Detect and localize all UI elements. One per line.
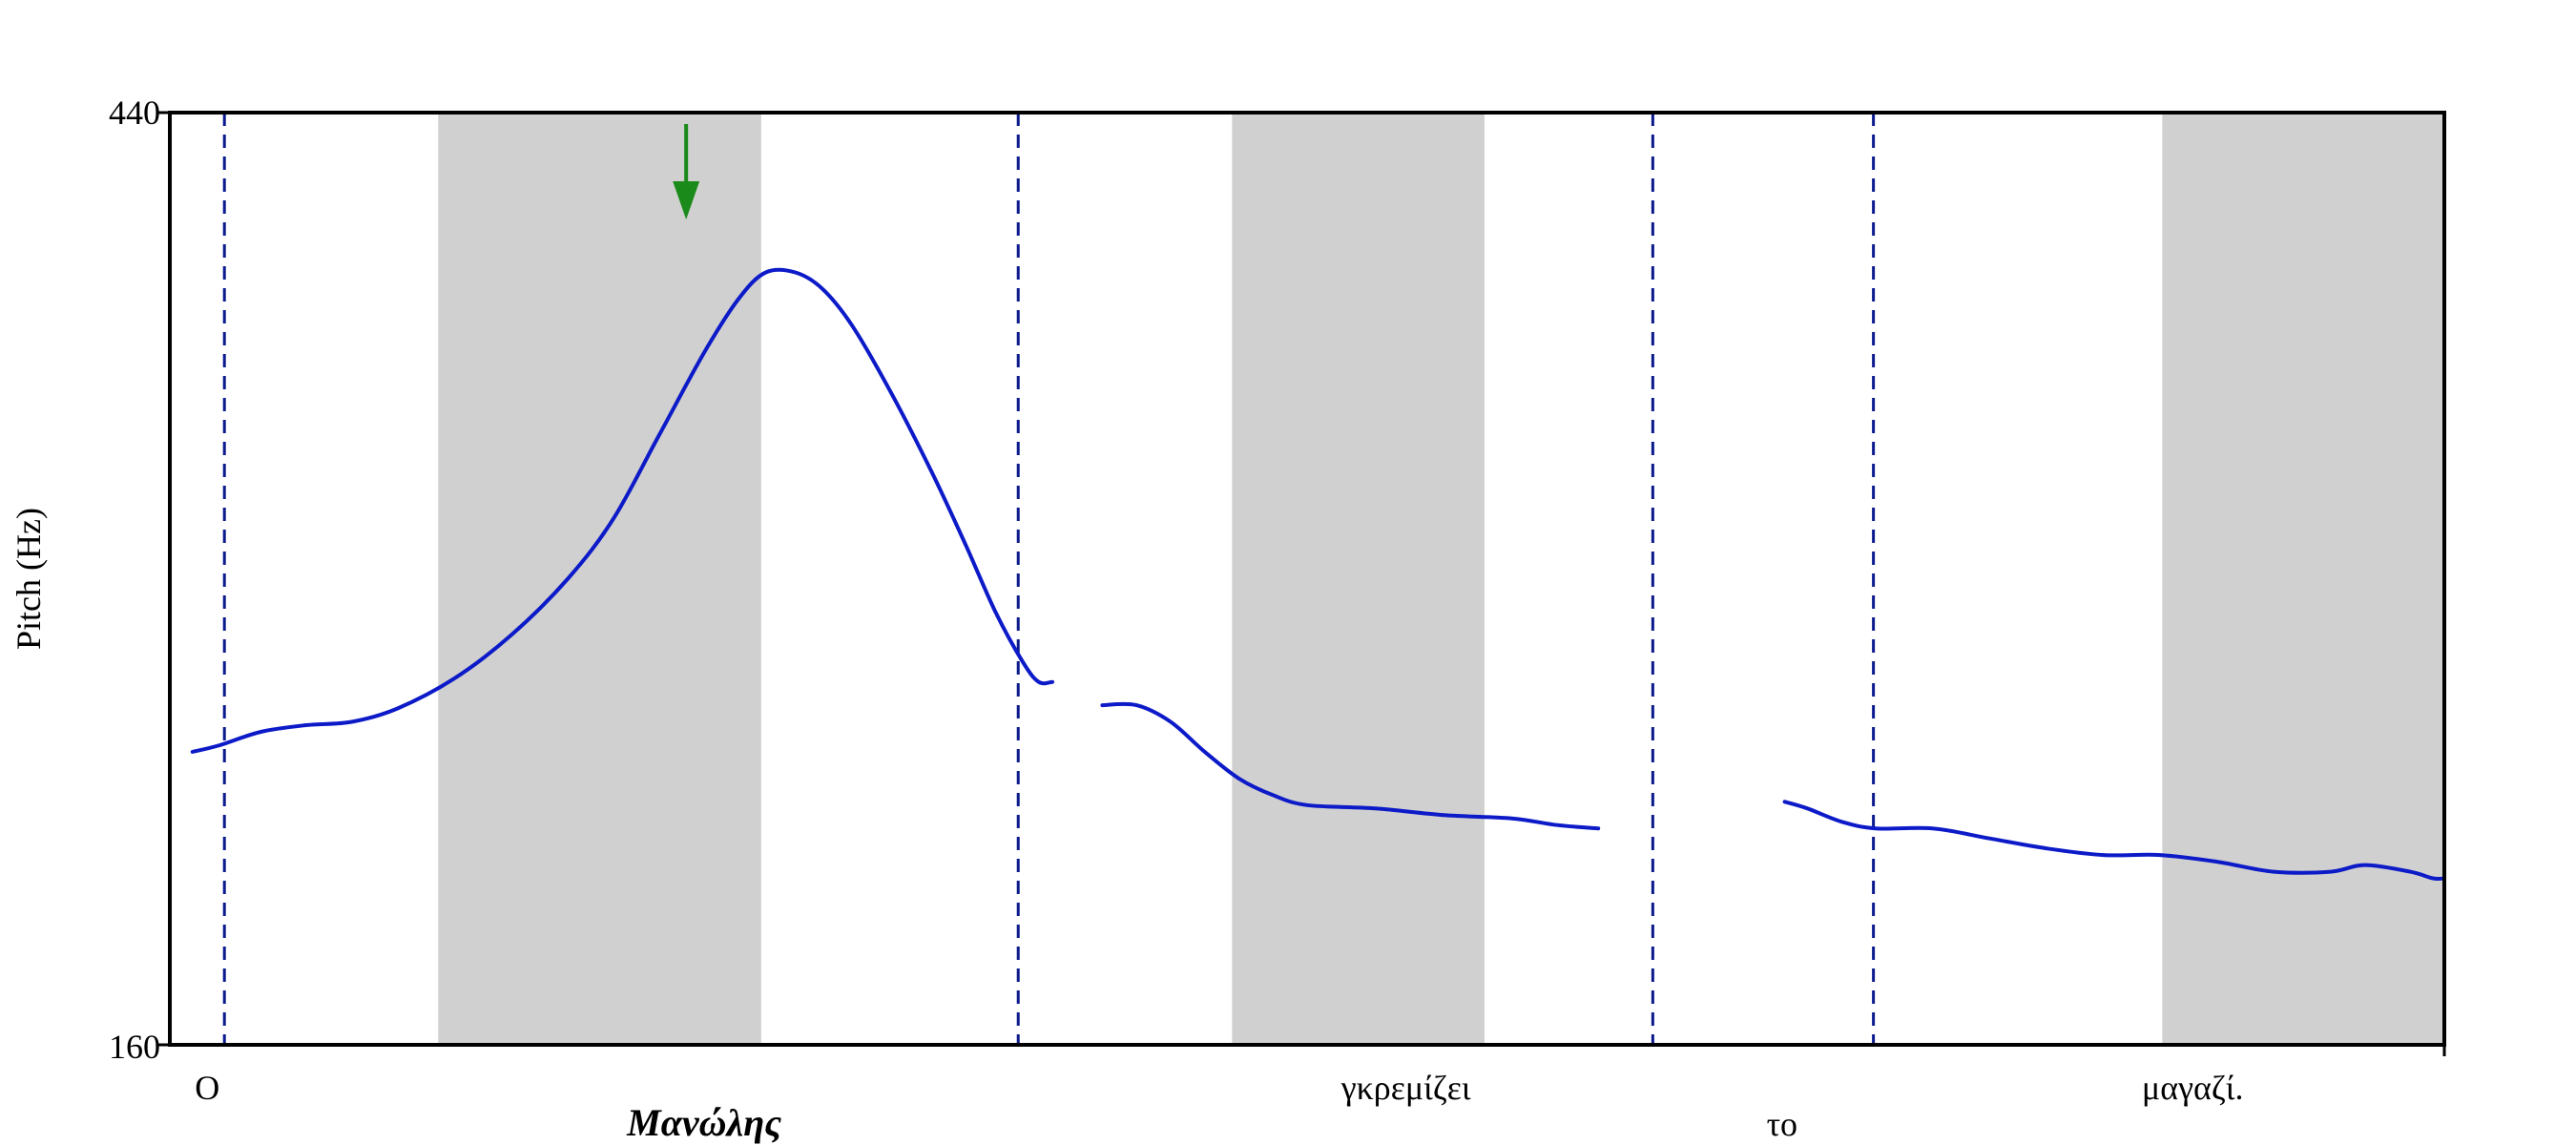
y-tick-label-top: 440 — [109, 94, 160, 132]
arrow-down-icon — [673, 181, 700, 219]
y-axis: 440 160 Pitch (Hz) — [10, 94, 2446, 1066]
pitch-contour — [190, 267, 2446, 882]
word-label-1: O — [195, 1069, 219, 1107]
word-label-3: γκρεμίζει — [1340, 1069, 1471, 1107]
shaded-region-1 — [438, 113, 761, 1045]
word-label-4: το — [1767, 1105, 1797, 1143]
plot-frame — [168, 111, 2446, 1047]
shaded-region-2 — [1232, 113, 1485, 1045]
word-label-2: Μανώλης — [626, 1101, 781, 1144]
y-axis-title: Pitch (Hz) — [10, 508, 48, 650]
y-tick-label-bottom: 160 — [109, 1028, 160, 1066]
word-labels: O Μανώλης γκρεμίζει το μαγαζί. — [195, 1069, 2243, 1144]
pitch-segment-1 — [190, 267, 1054, 754]
word-label-5: μαγαζί. — [2142, 1069, 2244, 1107]
peak-marker — [673, 124, 700, 219]
pitch-segment-3 — [1782, 800, 2446, 882]
shaded-regions — [438, 113, 2444, 1045]
word-boundaries — [222, 113, 1876, 1045]
shaded-region-3 — [2162, 113, 2444, 1045]
pitch-segment-2 — [1100, 701, 1601, 831]
